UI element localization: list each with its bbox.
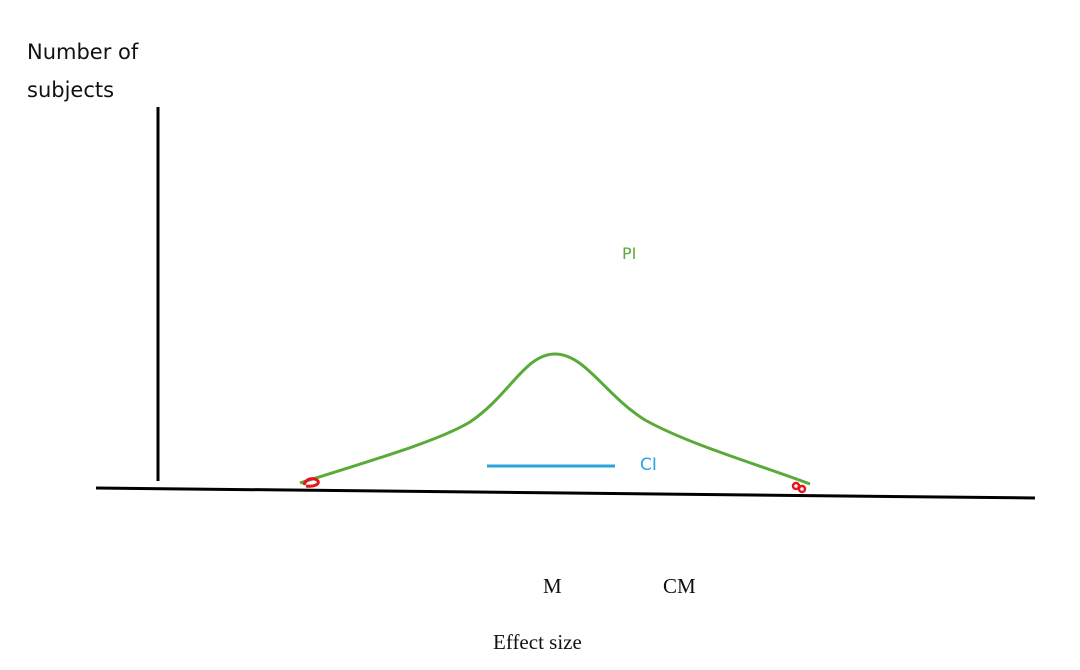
right-endpoint-mark: [791, 481, 807, 494]
ci-label: CI: [640, 455, 657, 475]
y-axis-label: Number of subjects: [27, 33, 138, 109]
cm-label: CM: [663, 574, 696, 598]
x-axis: [95, 486, 1036, 500]
y-axis-label-line2: subjects: [27, 78, 115, 102]
pi-label: PI: [622, 244, 637, 263]
x-axis-label: Effect size: [493, 630, 582, 654]
left-endpoint-mark: [302, 477, 320, 488]
y-axis-label-line1: Number of: [27, 40, 139, 64]
m-label: M: [543, 574, 562, 598]
distribution-curve: [299, 352, 811, 486]
